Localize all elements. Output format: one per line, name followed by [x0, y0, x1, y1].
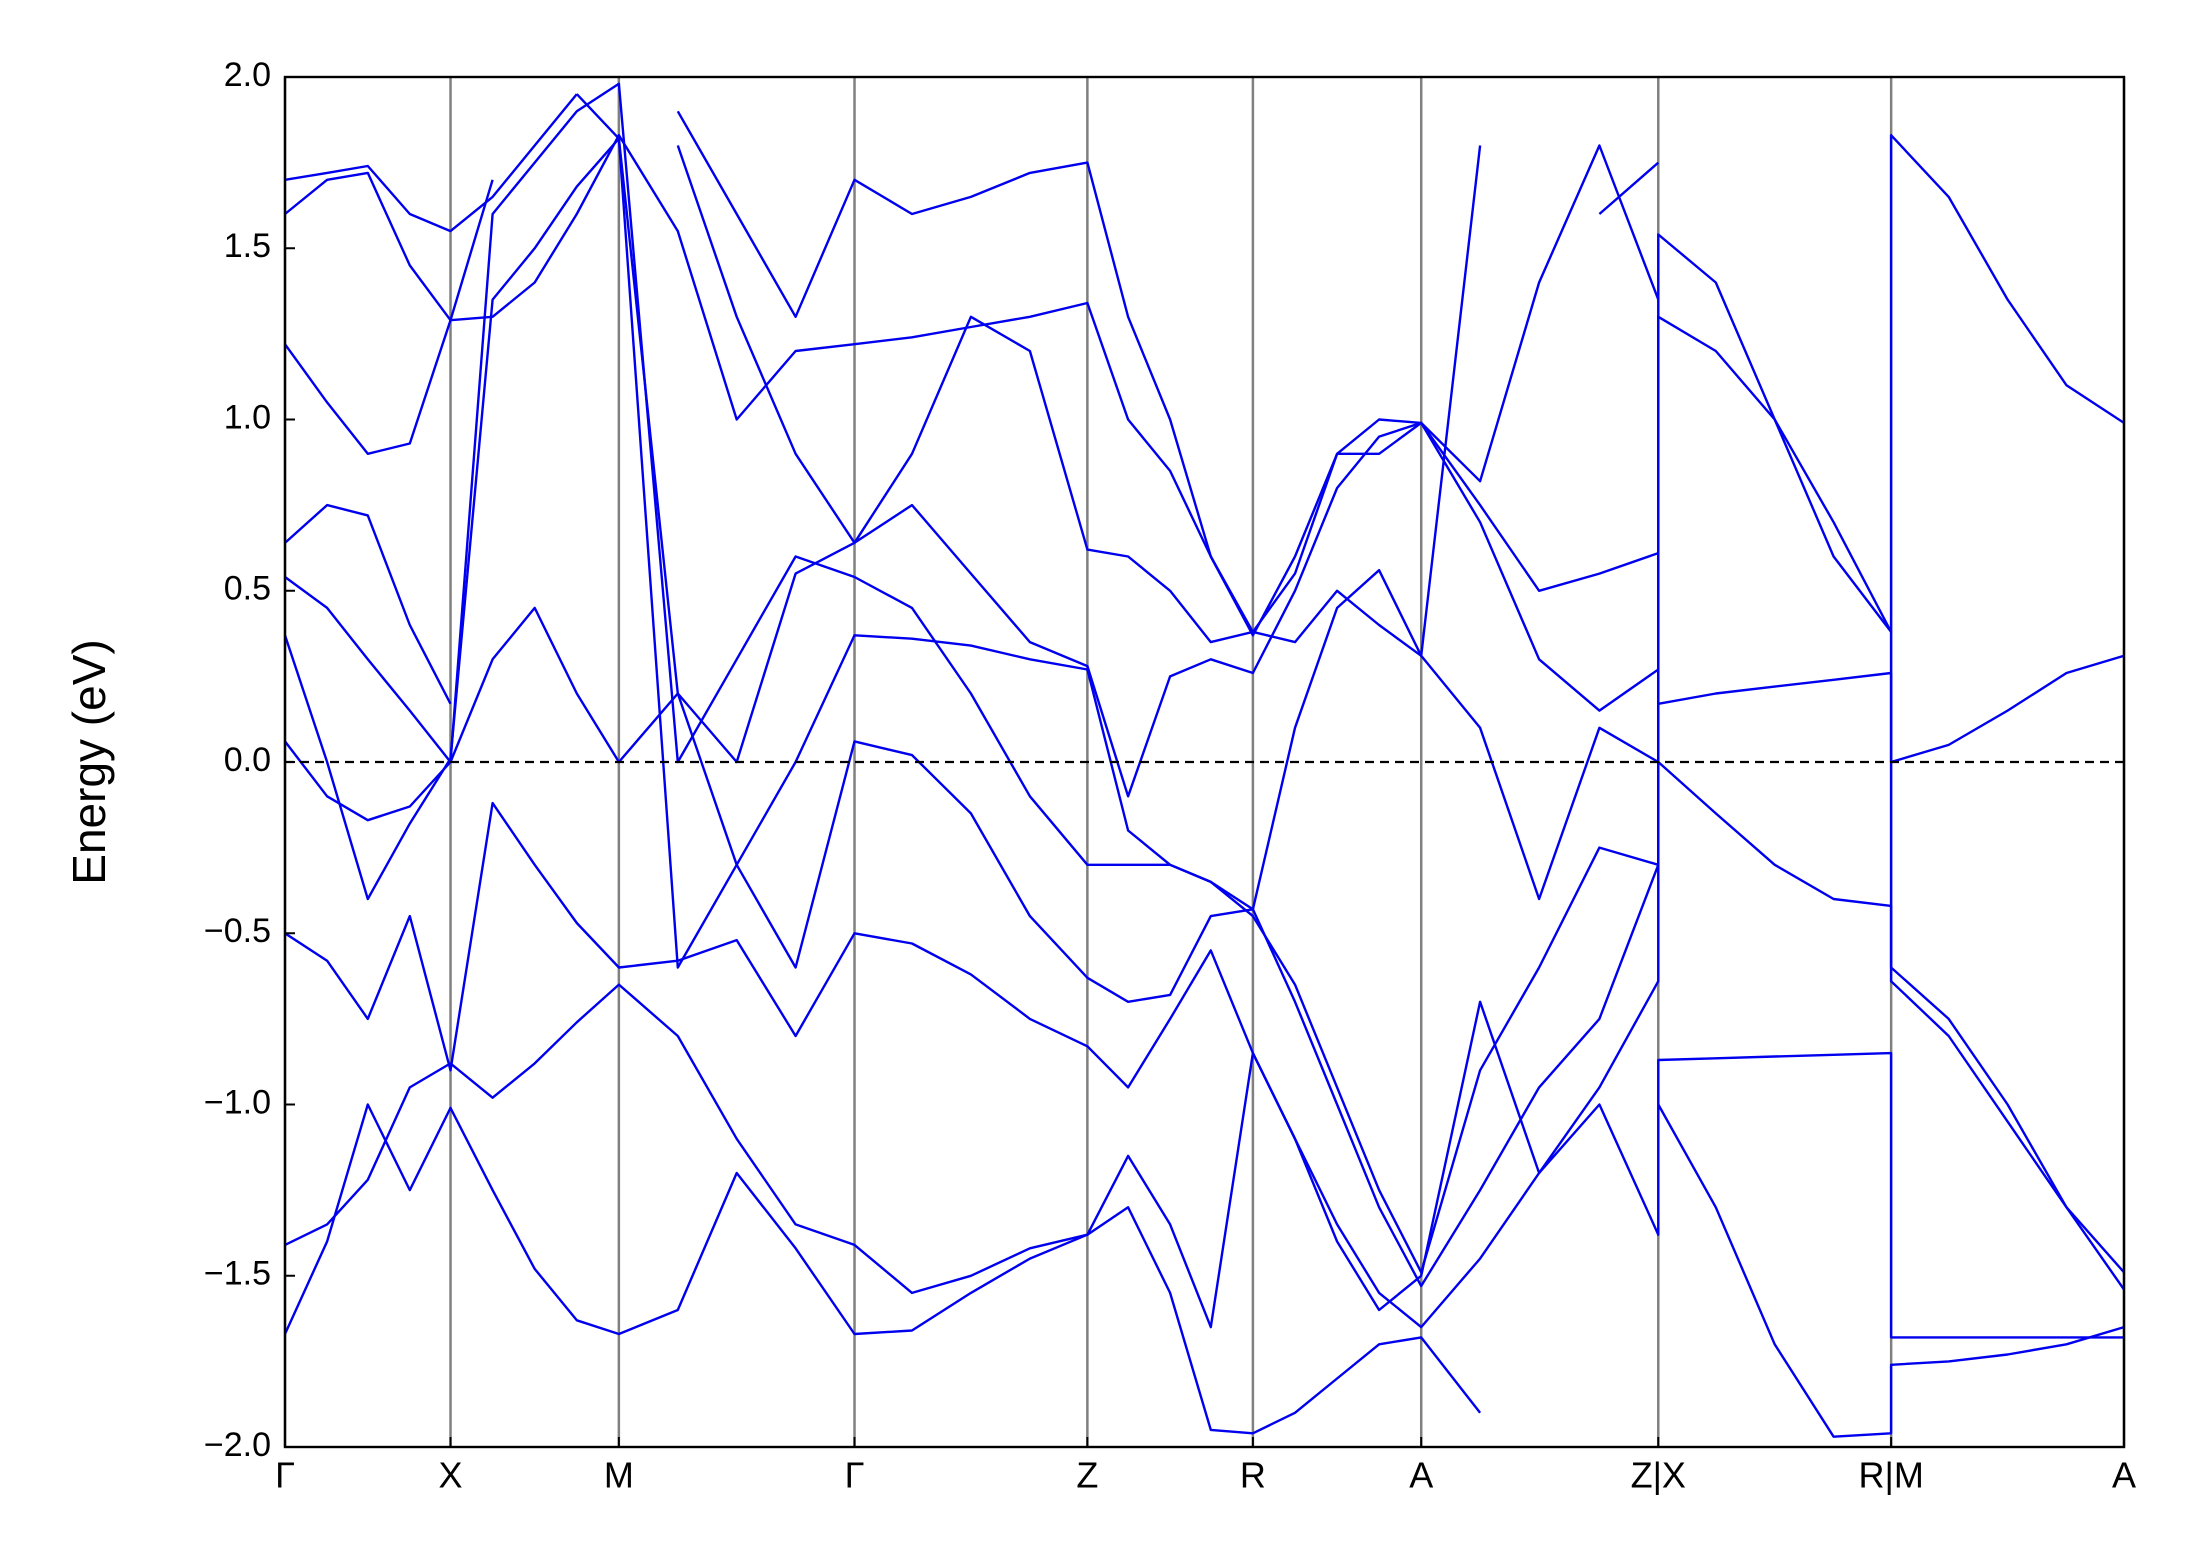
- x-tick-label: A: [2112, 1454, 2136, 1495]
- x-tick-label: Γ: [275, 1454, 295, 1495]
- band-line: [285, 145, 1659, 644]
- axes: Γ X M Γ Z R A Z|X R|M A −2.0 −1.5 −1.0 −0.5 0.0 0.5 1.0 1…: [204, 56, 2136, 1495]
- band-line: [285, 93, 1660, 657]
- y-tick-label: 2.0: [224, 56, 271, 94]
- band-line: [285, 983, 2124, 1339]
- band-line: [285, 606, 2124, 1291]
- y-tick-label: −1.0: [204, 1083, 271, 1121]
- plot-frame: [283, 75, 2126, 1449]
- x-tick-label: A: [1409, 1454, 1433, 1495]
- y-tick-label: 1.0: [224, 398, 271, 436]
- y-tick-label: 0.0: [224, 741, 271, 779]
- band-line: [285, 134, 1660, 637]
- y-tick-label: −0.5: [204, 912, 271, 950]
- y-tick-label: −1.5: [204, 1255, 271, 1293]
- x-tick-label: R|M: [1858, 1454, 1923, 1495]
- band-line: [285, 1103, 2124, 1438]
- y-tick-label: 1.5: [224, 227, 271, 265]
- y-tick-label: 0.5: [224, 570, 271, 608]
- x-tick-label: M: [604, 1454, 634, 1495]
- x-tick-label: Γ: [845, 1454, 865, 1495]
- x-tick-label: R: [1240, 1454, 1266, 1495]
- band-line: [285, 82, 2124, 911]
- x-tick-label: Z: [1076, 1454, 1098, 1495]
- bands: [285, 82, 2124, 1438]
- band-line: [285, 760, 2124, 1312]
- band-line: [285, 137, 2124, 1274]
- y-tick-label: −2.0: [204, 1426, 271, 1464]
- x-tick-label: X: [439, 1454, 463, 1495]
- x-tick-label: Z|X: [1631, 1454, 1686, 1495]
- y-axis-label: Energy (eV): [63, 639, 115, 884]
